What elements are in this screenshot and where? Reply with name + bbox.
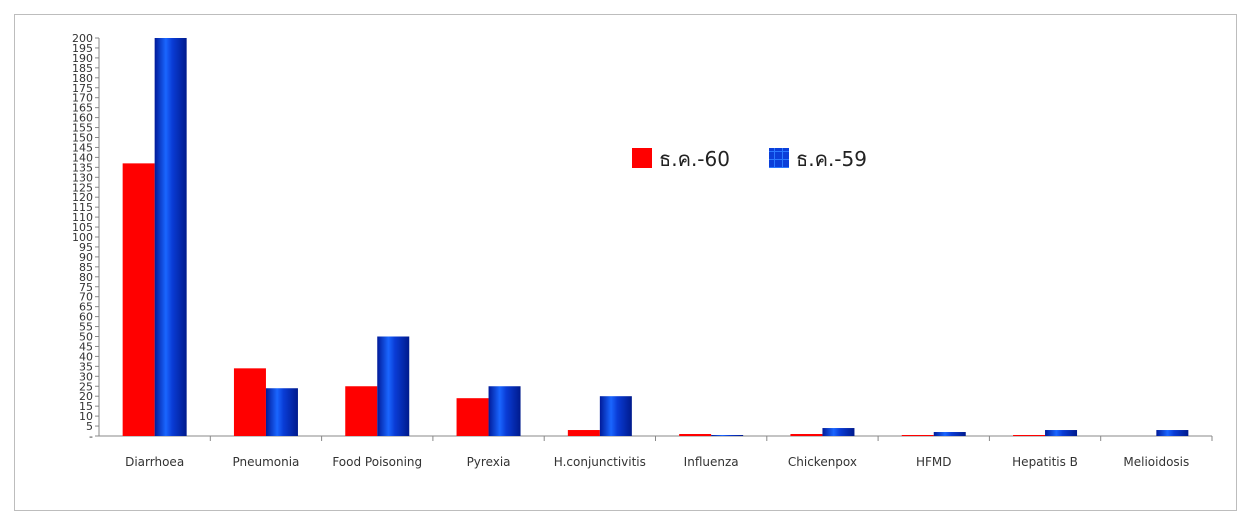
y-tick-label: 70 bbox=[79, 291, 93, 304]
y-tick-label: 40 bbox=[79, 350, 93, 363]
bar-series2 bbox=[488, 386, 521, 436]
y-tick-label: 150 bbox=[72, 132, 93, 145]
bar-series2 bbox=[154, 38, 187, 436]
y-tick-label: 195 bbox=[72, 42, 93, 55]
x-tick-label: Diarrhoea bbox=[125, 455, 184, 469]
y-tick-label: 60 bbox=[79, 311, 93, 324]
chart-frame: -5 10 15 20 25 30 35 40 45 50 55 60 65 70 75 80 85 90 95 10… bbox=[14, 14, 1237, 511]
y-tick-label: 170 bbox=[72, 92, 93, 105]
y-tick-label: 110 bbox=[72, 211, 93, 224]
y-tick-label: 100 bbox=[72, 231, 93, 244]
bar-series1 bbox=[233, 368, 266, 436]
y-tick-label: 175 bbox=[72, 82, 93, 95]
x-tick-label: Influenza bbox=[684, 455, 739, 469]
bar-series2 bbox=[265, 388, 298, 436]
bars-layer bbox=[122, 38, 1189, 436]
y-tick-label: 10 bbox=[79, 410, 93, 423]
axis-layer: -510152025303540455055606570758085909510… bbox=[72, 32, 1213, 443]
x-tick-label: Chickenpox bbox=[788, 455, 857, 469]
bar-series1 bbox=[901, 435, 934, 436]
y-tick-label: 120 bbox=[72, 191, 93, 204]
bar-series1 bbox=[1013, 435, 1046, 436]
y-tick-label: 135 bbox=[72, 161, 93, 174]
y-tick-label: 180 bbox=[72, 72, 93, 85]
y-tick-label: 95 bbox=[79, 241, 93, 254]
y-tick-label: 145 bbox=[72, 141, 93, 154]
y-tick-label: - bbox=[89, 430, 93, 443]
x-tick-label: H.conjunctivitis bbox=[554, 455, 646, 469]
y-tick-label: 115 bbox=[72, 201, 93, 214]
y-tick-label: 90 bbox=[79, 251, 93, 264]
y-tick-label: 20 bbox=[79, 390, 93, 403]
x-tick-label: Melioidosis bbox=[1123, 455, 1189, 469]
y-tick-label: 105 bbox=[72, 221, 93, 234]
y-tick-label: 65 bbox=[79, 301, 93, 314]
y-tick-label: 140 bbox=[72, 151, 93, 164]
bar-series1 bbox=[122, 163, 155, 436]
y-tick-label: 45 bbox=[79, 340, 93, 353]
legend-label: ธ.ค.-59 bbox=[796, 147, 867, 171]
y-tick-label: 190 bbox=[72, 52, 93, 65]
x-tick-label: Pneumonia bbox=[232, 455, 299, 469]
y-tick-label: 15 bbox=[79, 400, 93, 413]
y-tick-label: 30 bbox=[79, 370, 93, 383]
y-tick-label: 35 bbox=[79, 360, 93, 373]
bar-series2 bbox=[377, 336, 410, 436]
x-tick-label: Pyrexia bbox=[467, 455, 511, 469]
legend: ธ.ค.-60 ธ.ค.-59 bbox=[632, 147, 867, 171]
bar-series1 bbox=[679, 434, 712, 436]
y-tick-label: 160 bbox=[72, 112, 93, 125]
bar-series2 bbox=[933, 432, 966, 436]
x-tick-label: Food Poisoning bbox=[332, 455, 422, 469]
y-tick-label: 25 bbox=[79, 380, 93, 393]
y-tick-label: 155 bbox=[72, 122, 93, 135]
y-tick-label: 75 bbox=[79, 281, 93, 294]
bar-series2 bbox=[822, 428, 855, 436]
x-tick-label: Hepatitis B bbox=[1012, 455, 1078, 469]
bar-series1 bbox=[345, 386, 378, 436]
bar-series2 bbox=[1156, 430, 1189, 436]
x-tick-label: HFMD bbox=[916, 455, 952, 469]
bar-chart: -510152025303540455055606570758085909510… bbox=[72, 32, 1213, 469]
y-tick-label: 130 bbox=[72, 171, 93, 184]
bar-series2 bbox=[1045, 430, 1078, 436]
y-tick-label: 125 bbox=[72, 181, 93, 194]
bar-series1 bbox=[456, 398, 489, 436]
y-tick-label: 80 bbox=[79, 271, 93, 284]
y-tick-label: 50 bbox=[79, 331, 93, 344]
bar-series2 bbox=[599, 396, 632, 436]
bar-series1 bbox=[567, 430, 600, 436]
bar-series2 bbox=[711, 435, 744, 436]
bar-series1 bbox=[790, 434, 823, 436]
legend-label: ธ.ค.-60 bbox=[659, 147, 730, 171]
labels-layer: Diarrhoea Pneumonia Food Poisoning Pyrexia H… bbox=[125, 455, 1189, 469]
y-tick-label: 165 bbox=[72, 102, 93, 115]
y-tick-label: 200 bbox=[72, 32, 93, 45]
legend-swatch bbox=[632, 148, 652, 168]
y-tick-label: 185 bbox=[72, 62, 93, 75]
y-tick-label: 85 bbox=[79, 261, 93, 274]
y-tick-label: 5 bbox=[86, 420, 93, 433]
legend-swatch bbox=[769, 148, 789, 168]
y-tick-label: 55 bbox=[79, 321, 93, 334]
